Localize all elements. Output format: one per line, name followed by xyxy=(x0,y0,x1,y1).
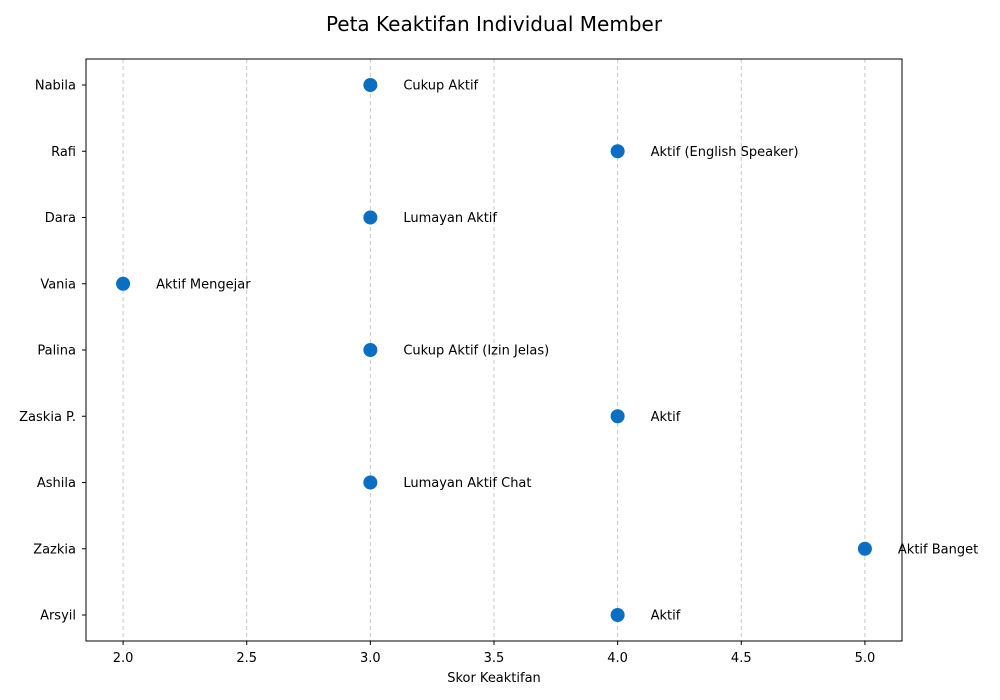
y-tick-label: Nabila xyxy=(35,79,76,94)
point-layer xyxy=(116,78,872,622)
tick-layer: 2.0 2.5 3.0 3.5 4.0 4.5 5.0 Arsyil Zazkia Ashila Z… xyxy=(19,79,875,667)
point-annotation: Cukup Aktif xyxy=(403,79,478,94)
data-point xyxy=(363,343,378,357)
point-annotation: Aktif xyxy=(651,410,681,425)
plot-frame xyxy=(85,58,903,642)
y-tick-label: Zazkia xyxy=(33,542,76,557)
data-point xyxy=(116,276,131,291)
data-point xyxy=(610,144,625,159)
data-point xyxy=(610,409,625,424)
x-tick-label: 3.0 xyxy=(360,651,381,666)
point-annotation: Aktif xyxy=(651,609,681,624)
point-annotation: Lumayan Aktif Chat xyxy=(403,476,531,491)
point-annotation: Aktif Banget xyxy=(898,542,978,557)
point-annotation: Aktif Mengejar xyxy=(156,277,251,292)
x-tick-label: 3.5 xyxy=(484,651,505,666)
x-tick-label: 4.0 xyxy=(607,651,628,666)
point-annotation: Lumayan Aktif xyxy=(403,211,497,226)
x-axis-label: Skor Keaktifan xyxy=(447,671,541,686)
y-tick-label: Vania xyxy=(40,277,76,292)
x-tick-label: 4.5 xyxy=(731,651,752,666)
y-tick-label: Dara xyxy=(45,211,76,226)
data-point xyxy=(857,541,872,556)
x-tick-label: 2.0 xyxy=(113,651,134,666)
annotation-layer: Aktif Aktif Banget Lumayan Aktif Chat Aktif… xyxy=(156,79,978,624)
y-tick-label: Palina xyxy=(37,344,76,359)
y-tick-label: Ashila xyxy=(37,476,76,491)
data-point xyxy=(363,78,378,92)
x-tick-label: 2.5 xyxy=(236,651,257,666)
y-tick-label: Rafi xyxy=(51,145,76,160)
data-point xyxy=(363,210,378,225)
y-tick-label: Arsyil xyxy=(40,609,76,624)
point-annotation: Cukup Aktif (Izin Jelas) xyxy=(403,344,549,359)
y-tick-label: Zaskia P. xyxy=(19,410,76,425)
data-point xyxy=(610,608,625,622)
chart-title: Peta Keaktifan Individual Member xyxy=(326,12,663,36)
data-point xyxy=(363,475,378,490)
x-tick-label: 5.0 xyxy=(855,651,876,666)
point-annotation: Aktif (English Speaker) xyxy=(651,145,799,160)
